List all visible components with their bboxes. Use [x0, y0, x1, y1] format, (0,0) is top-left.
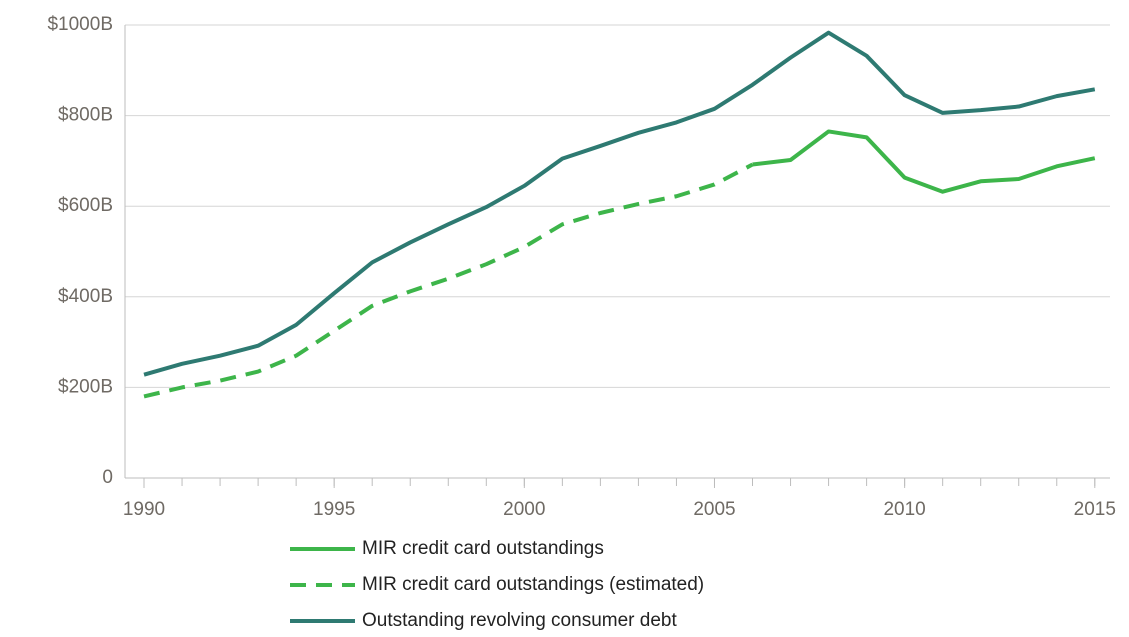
y-tick-label: $200B	[58, 376, 113, 397]
x-tick-label: 1990	[123, 499, 165, 520]
y-tick-label: $600B	[58, 195, 113, 216]
x-tick-label: 2005	[693, 499, 735, 520]
x-tick-label: 2010	[883, 499, 925, 520]
x-tick-label: 2000	[503, 499, 545, 520]
y-tick-label: $800B	[58, 105, 113, 126]
x-tick-label: 1995	[313, 499, 355, 520]
legend-label: MIR credit card outstandings	[362, 538, 604, 559]
y-tick-label: $400B	[58, 286, 113, 307]
legend-label: MIR credit card outstandings (estimated)	[362, 574, 704, 595]
series-line	[143, 30, 1096, 377]
y-tick-label: 0	[102, 467, 113, 488]
series-line	[143, 162, 754, 399]
x-tick-label: 2015	[1074, 499, 1116, 520]
series-line	[752, 129, 1096, 194]
legend-label: Outstanding revolving consumer debt	[362, 610, 677, 631]
y-tick-label: $1000B	[47, 14, 113, 35]
